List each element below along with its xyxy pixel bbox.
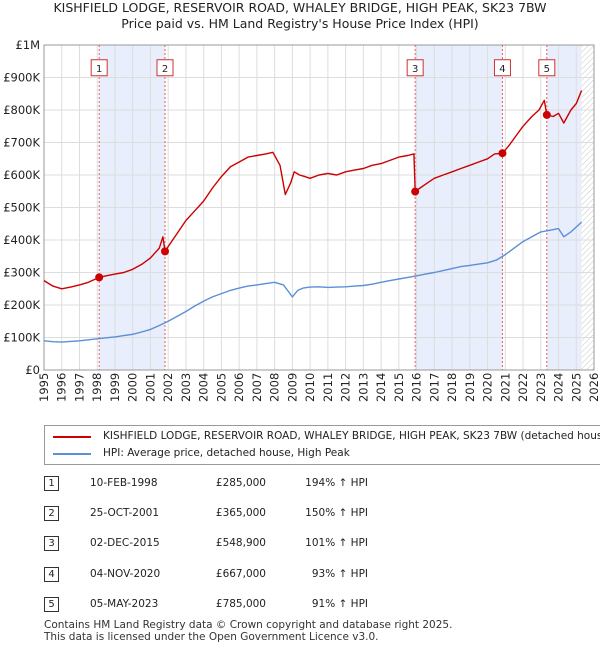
y-tick-label: £0 (25, 363, 40, 377)
transaction-hpi: 194% ↑ HPI (305, 477, 368, 489)
x-tick-label: 2005 (214, 373, 228, 402)
y-tick-label: £500K (3, 201, 40, 215)
x-tick-label: 2012 (339, 373, 353, 402)
sale-point (542, 110, 551, 119)
y-tick-label: £700K (3, 136, 40, 150)
transaction-row: 2 25-OCT-2001 £365,000 150% ↑ HPI (44, 505, 600, 525)
transaction-marker: 5 (44, 597, 59, 612)
x-tick-label: 2026 (587, 373, 600, 402)
y-tick-label: £800K (3, 103, 40, 117)
x-tick-label: 2001 (143, 373, 157, 402)
x-tick-label: 2019 (463, 373, 477, 402)
transaction-price: £667,000 (215, 568, 266, 580)
x-tick-label: 2020 (481, 373, 495, 402)
transaction-price: £548,900 (215, 537, 266, 549)
sale-number-box (406, 59, 424, 77)
sale-number-box (538, 59, 556, 77)
y-tick-label: £200K (3, 298, 40, 312)
x-tick-label: 2024 (552, 373, 566, 402)
y-tick-label: £100K (3, 331, 40, 345)
x-tick-label: 2010 (303, 373, 317, 402)
x-tick-label: 2009 (285, 373, 299, 402)
transaction-row: 5 05-MAY-2023 £785,000 91% ↑ HPI (44, 596, 600, 616)
sale-number-label: 3 (412, 64, 418, 75)
x-tick-label: 2025 (569, 373, 583, 402)
x-tick-label: 2018 (445, 373, 459, 402)
sale-number-label: 5 (544, 64, 550, 75)
transaction-date: 05-MAY-2023 (90, 598, 159, 610)
property-price-line (43, 90, 583, 290)
x-tick-label: 2006 (232, 373, 246, 402)
transaction-marker: 1 (44, 476, 59, 491)
x-tick-label: 2023 (534, 373, 548, 402)
legend-label-hpi: HPI: Average price, detached house, High… (103, 447, 350, 459)
transaction-hpi: 91% ↑ HPI (311, 598, 368, 610)
sale-number-label: 1 (96, 64, 102, 75)
x-tick-label: 2007 (250, 373, 264, 402)
chart-subtitle: Price paid vs. HM Land Registry's House … (121, 16, 479, 31)
chart-title: KISHFIELD LODGE, RESERVOIR ROAD, WHALEY … (53, 0, 547, 15)
y-tick-label: £1M (15, 38, 40, 52)
sale-point (411, 187, 420, 196)
price-chart: £0 £100K £200K £300K £400K £500K £600K £700K £80… (3, 38, 600, 402)
transaction-marker: 4 (44, 567, 59, 582)
sale-number-box (90, 59, 108, 77)
x-tick-label: 2003 (179, 373, 193, 402)
x-tick-label: 2013 (356, 373, 370, 402)
footer-copyright: Contains HM Land Registry data © Crown c… (44, 619, 453, 631)
transaction-row: 1 10-FEB-1998 £285,000 194% ↑ HPI (44, 475, 600, 495)
legend-swatch-hpi (53, 453, 91, 455)
x-tick-label: 2014 (374, 373, 388, 402)
transaction-date: 25-OCT-2001 (90, 507, 159, 519)
x-tick-label: 1995 (37, 373, 51, 402)
legend-swatch-property (53, 436, 91, 438)
x-tick-label: 2022 (516, 373, 530, 402)
footer-licence: This data is licensed under the Open Gov… (44, 631, 379, 643)
x-tick-label: 2017 (427, 373, 441, 402)
transaction-date: 10-FEB-1998 (90, 477, 158, 489)
hpi-line (43, 221, 583, 343)
y-tick-label: £300K (3, 266, 40, 280)
transaction-hpi: 93% ↑ HPI (311, 568, 368, 580)
legend: KISHFIELD LODGE, RESERVOIR ROAD, WHALEY … (44, 425, 600, 465)
x-tick-label: 1996 (55, 373, 69, 402)
x-tick-label: 2015 (392, 373, 406, 402)
legend-label-property: KISHFIELD LODGE, RESERVOIR ROAD, WHALEY … (103, 430, 600, 442)
x-tick-label: 2004 (197, 373, 211, 402)
transaction-hpi: 101% ↑ HPI (305, 537, 368, 549)
x-tick-label: 2000 (126, 373, 140, 402)
y-tick-label: £900K (3, 71, 40, 85)
sale-point (95, 273, 104, 282)
transaction-row: 3 02-DEC-2015 £548,900 101% ↑ HPI (44, 535, 600, 555)
sale-number-box (493, 59, 511, 77)
x-tick-label: 1998 (90, 373, 104, 402)
transaction-hpi: 150% ↑ HPI (305, 507, 368, 519)
transaction-row: 4 04-NOV-2020 £667,000 93% ↑ HPI (44, 566, 600, 586)
x-tick-label: 1999 (108, 373, 122, 402)
transaction-date: 04-NOV-2020 (90, 568, 161, 580)
x-tick-label: 2008 (268, 373, 282, 402)
plot-frame (43, 44, 595, 371)
x-tick-label: 2011 (321, 373, 335, 402)
x-tick-label: 2002 (161, 373, 175, 402)
transaction-price: £365,000 (215, 507, 266, 519)
sale-number-label: 4 (499, 64, 505, 75)
sale-point (498, 149, 507, 158)
sale-number-box (156, 59, 174, 77)
transaction-price: £285,000 (215, 477, 266, 489)
sale-point (161, 247, 169, 256)
sale-number-label: 2 (162, 64, 168, 75)
transaction-date: 02-DEC-2015 (90, 537, 160, 549)
transaction-price: £785,000 (215, 598, 266, 610)
x-tick-label: 1997 (72, 373, 86, 402)
y-tick-label: £600K (3, 168, 40, 182)
transaction-marker: 3 (44, 536, 59, 551)
x-tick-label: 2021 (498, 373, 512, 402)
transaction-marker: 2 (44, 506, 59, 521)
x-tick-label: 2016 (410, 373, 424, 402)
y-tick-label: £400K (3, 233, 40, 247)
